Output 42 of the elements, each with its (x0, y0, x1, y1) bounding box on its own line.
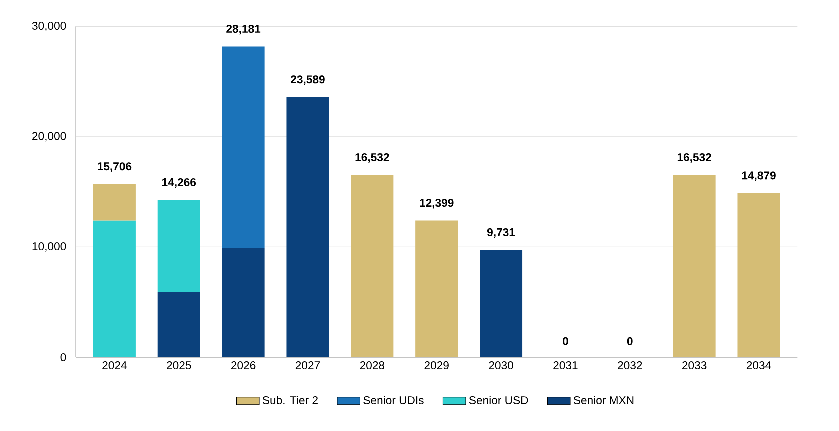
bar (480, 250, 523, 358)
total-label: 14,266 (162, 178, 196, 188)
x-tick-label: 2026 (232, 362, 256, 370)
y-tick-label: 0 (60, 354, 66, 362)
bar (93, 184, 136, 221)
y-tick-label: 10,000 (32, 242, 66, 252)
total-label: 9,731 (487, 228, 516, 238)
bar (93, 220, 136, 358)
total-label: 16,532 (678, 154, 712, 164)
x-tick-label: 2034 (746, 362, 772, 370)
bar (222, 248, 265, 358)
text: 0 (627, 337, 633, 346)
x-tick-label: 2025 (167, 362, 192, 370)
total-label: 28,181 (226, 25, 261, 35)
x-tick-label: 2030 (489, 362, 514, 370)
x-tick-label: 2028 (360, 362, 385, 370)
x-tick-label: 2031 (554, 362, 578, 370)
legend-label: Senior USD (469, 396, 528, 405)
total-label: 15,706 (98, 162, 132, 172)
bar (286, 97, 330, 358)
y-tick-label: 30,000 (32, 22, 66, 32)
text: 0 (562, 337, 568, 346)
bar (158, 292, 200, 358)
total-label: 14,879 (742, 172, 776, 182)
total-label: 23,589 (291, 76, 325, 86)
total-label: 12,399 (420, 199, 454, 209)
x-tick-label: 2029 (424, 362, 449, 370)
legend-label: Sub. Tier 2 (262, 396, 318, 405)
bar (222, 46, 265, 248)
x-tick-label: 2032 (618, 362, 642, 370)
x-tick-label: 2024 (102, 362, 127, 370)
x-tick-label: 2027 (296, 362, 320, 370)
bar (158, 200, 200, 292)
bar (416, 220, 458, 358)
bar (673, 175, 716, 358)
legend-label: Senior UDIs (364, 396, 424, 405)
total-label: 16,532 (356, 154, 390, 164)
legend-label: Senior MXN (574, 396, 634, 405)
bar (351, 175, 394, 358)
x-tick-label: 2033 (682, 362, 707, 370)
y-tick-label: 20,000 (32, 132, 66, 142)
bar (738, 193, 780, 358)
